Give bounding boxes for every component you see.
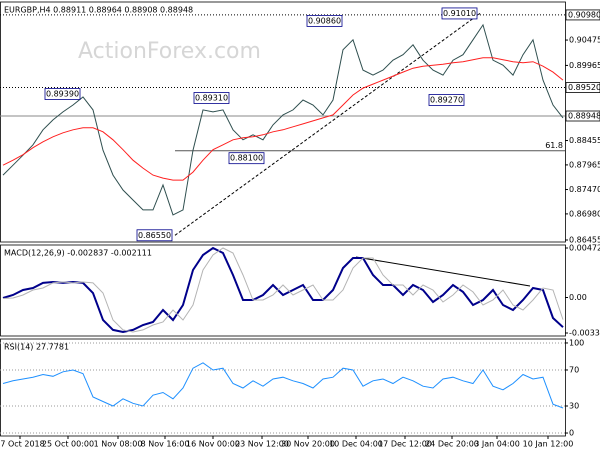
annotation-label: 0.89390 [46, 90, 79, 99]
series-line [2, 57, 564, 181]
x-tick-label: 16 Nov 00:00 [186, 440, 240, 449]
y-tick-label: 100 [569, 338, 584, 347]
annotation-label: 0.89270 [430, 95, 463, 104]
panel-title: EURGBP,H4 0.88911 0.88964 0.88908 0.8894… [4, 6, 193, 15]
x-tick-label: 25 Oct 00:00 [42, 440, 94, 449]
x-tick-label: 24 Dec 20:00 [425, 440, 479, 449]
series-line [2, 247, 564, 333]
series-line [2, 23, 564, 216]
trend-line [355, 256, 531, 287]
level-label: 0.89520 [568, 83, 600, 92]
annotation-label: 0.89310 [195, 94, 228, 103]
y-tick-label: 0 [569, 429, 574, 438]
x-tick-label: 8 Nov 16:00 [141, 440, 190, 449]
x-tick-label: 10 Jan 12:00 [523, 440, 574, 449]
y-tick-label: 0.88455 [569, 136, 600, 145]
level-box [565, 110, 600, 122]
annotation-label: 0.90860 [308, 16, 341, 25]
y-tick-label: 0.89965 [569, 61, 600, 70]
panel-title: RSI(14) 27.7781 [4, 343, 69, 352]
y-tick-label: 0.86455 [569, 236, 600, 245]
y-tick-label: 0.90475 [569, 36, 600, 45]
level-label: 0.88948 [568, 112, 600, 121]
x-tick-label: 23 Nov 12:00 [235, 440, 289, 449]
level-label: 0.90980 [568, 10, 600, 19]
annotation-box [306, 15, 343, 27]
y-tick-label: 0.86980 [569, 209, 600, 218]
y-tick-label: -0.003391 [569, 328, 600, 337]
panel-title: MACD(12,26,9) -0.002837 -0.002111 [4, 249, 152, 258]
level-box [565, 9, 600, 21]
x-tick-label: 3 Jan 04:00 [474, 440, 520, 449]
x-tick-label: 17 Dec 12:00 [378, 440, 432, 449]
y-tick-label: 0.87470 [569, 185, 600, 194]
series-line [2, 246, 564, 334]
x-tick-label: 17 Oct 2018 [0, 440, 45, 449]
x-tick-label: 30 Nov 20:00 [281, 440, 335, 449]
panel-frame [0, 1, 566, 243]
annotation-box [44, 88, 81, 100]
x-tick-label: 1 Nov 08:00 [94, 440, 143, 449]
watermark: ActionForex.com [78, 39, 261, 64]
annotation-box [228, 152, 265, 165]
annotation-label: 0.91010 [443, 9, 476, 18]
fib-label: 61.8 [545, 141, 563, 150]
annotation-box [441, 7, 478, 20]
x-tick-label: 10 Dec 04:00 [329, 440, 383, 449]
y-tick-label: 0.87965 [569, 160, 600, 169]
trend-line [174, 13, 481, 236]
annotation-label: 0.86550 [138, 231, 171, 240]
series-line [2, 362, 564, 409]
annotation-label: 0.88100 [230, 154, 263, 163]
y-tick-label: 30 [569, 402, 579, 411]
y-tick-label: 0.00 [569, 293, 587, 302]
annotation-box [193, 92, 230, 104]
y-tick-label: 70 [569, 365, 579, 374]
panel-frame [0, 338, 566, 437]
y-tick-label: 0.004729 [569, 243, 600, 252]
annotation-box [428, 94, 465, 106]
annotation-box [136, 229, 173, 242]
level-box [565, 82, 600, 93]
panel-frame [0, 244, 566, 337]
